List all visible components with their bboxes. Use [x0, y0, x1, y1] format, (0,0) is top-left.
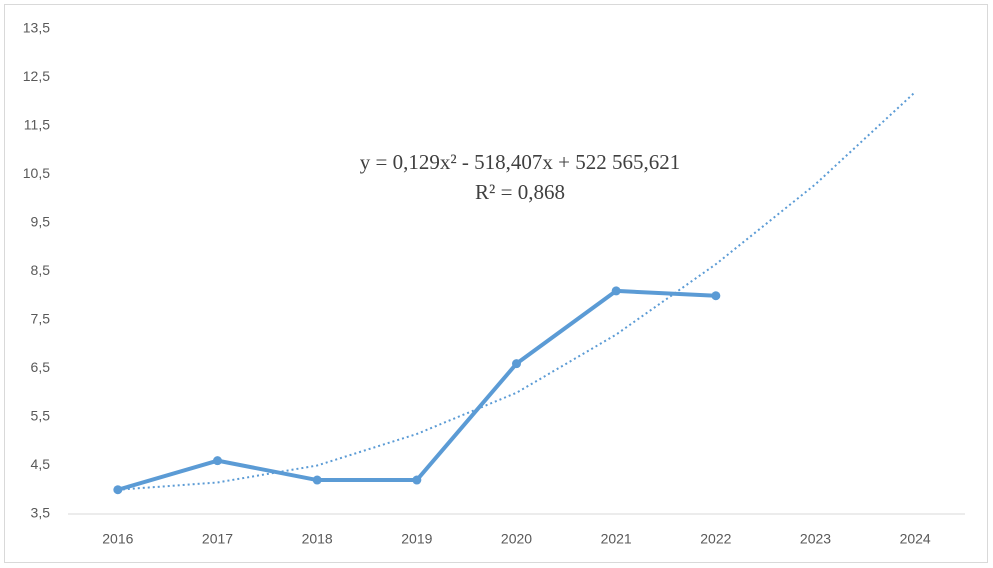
data-point — [412, 475, 422, 485]
y-tick-label: 7,5 — [31, 311, 51, 327]
trend-r2: R² = 0,868 — [475, 180, 565, 204]
trend-equation: y = 0,129x² - 518,407x + 522 565,621 — [360, 150, 680, 174]
data-point — [213, 456, 222, 466]
x-tick-label: 2023 — [800, 531, 831, 547]
y-tick-label: 8,5 — [31, 262, 51, 278]
y-tick-label: 4,5 — [31, 456, 51, 472]
y-tick-label: 6,5 — [31, 359, 51, 375]
data-point — [512, 359, 521, 369]
x-tick-label: 2024 — [900, 531, 931, 547]
x-tick-label: 2019 — [401, 531, 432, 547]
data-point — [611, 286, 621, 296]
chart-border — [4, 4, 988, 563]
x-tick-label: 2021 — [601, 531, 632, 547]
x-tick-label: 2018 — [302, 531, 333, 547]
y-tick-label: 3,5 — [31, 505, 51, 521]
y-tick-label: 12,5 — [23, 68, 50, 84]
y-tick-label: 11,5 — [24, 117, 50, 133]
y-tick-label: 5,5 — [31, 408, 51, 424]
x-tick-label: 2020 — [501, 531, 532, 547]
data-point — [711, 291, 721, 301]
trendline — [117, 91, 916, 491]
data-point — [113, 485, 123, 495]
y-tick-label: 9,5 — [31, 214, 51, 230]
x-tick-label: 2016 — [102, 531, 133, 547]
x-tick-label: 2022 — [700, 531, 731, 547]
x-tick-label: 2017 — [202, 531, 233, 547]
y-tick-label: 13,5 — [23, 20, 50, 36]
data-point — [312, 475, 322, 485]
y-tick-label: 10,5 — [23, 165, 50, 181]
